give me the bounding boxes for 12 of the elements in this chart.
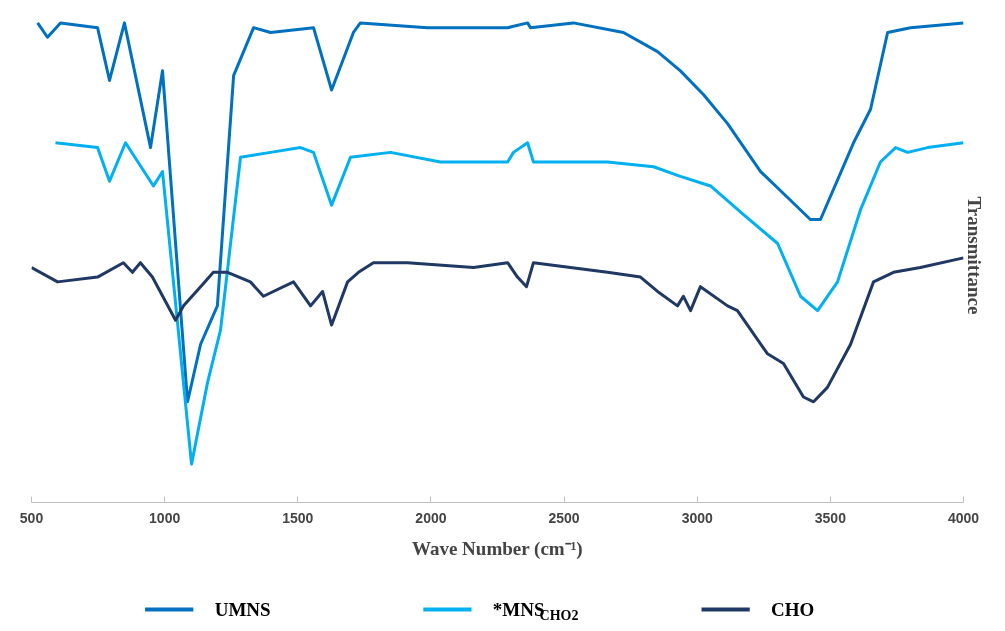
legend-label: UMNS xyxy=(214,599,271,620)
x-tick-label: 1500 xyxy=(282,509,314,526)
x-tick-label: 500 xyxy=(19,509,44,526)
x-axis-title: Wave Number (cm⁻¹) xyxy=(411,537,583,560)
x-tick-label: 2000 xyxy=(415,509,447,526)
x-tick-label: 4000 xyxy=(947,509,980,526)
x-tick-label: 2500 xyxy=(548,509,580,526)
y-axis-title: Transmittance xyxy=(963,196,985,315)
legend-label: CHO xyxy=(771,599,815,620)
x-tick-label: 3500 xyxy=(814,509,847,526)
x-tick-label: 3000 xyxy=(681,509,713,526)
x-tick-label: 1000 xyxy=(149,509,181,526)
